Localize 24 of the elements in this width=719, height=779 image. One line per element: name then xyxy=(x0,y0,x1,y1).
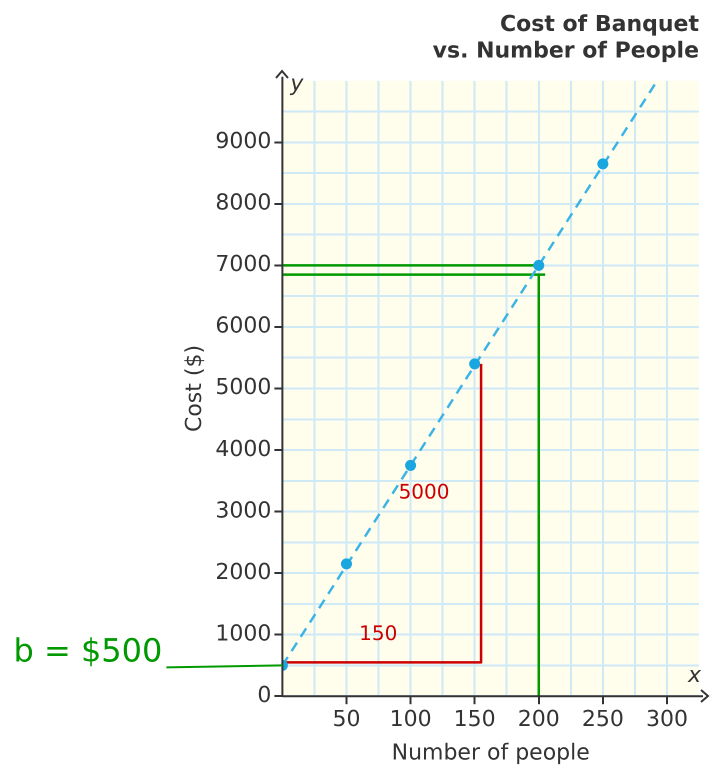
y-tick-label: 4000 xyxy=(215,436,272,462)
x-tick-label: 300 xyxy=(646,707,688,732)
annotation: y xyxy=(289,72,304,97)
x-tick-label: 250 xyxy=(582,707,624,732)
x-tick-label: 100 xyxy=(390,707,432,732)
y-tick-label: 1000 xyxy=(215,621,272,646)
x-tick-label: 150 xyxy=(454,707,496,732)
annotation: 150 xyxy=(359,620,398,645)
x-tick-label: 200 xyxy=(518,707,560,732)
y-tick-label: 8000 xyxy=(215,190,272,216)
y-tick-label: 9000 xyxy=(215,129,272,154)
y-axis-title: Cost ($) xyxy=(182,344,207,432)
y-tick-label: 6000 xyxy=(215,314,272,339)
chart-title: Cost of Banquet vs. Number of People xyxy=(432,12,700,64)
annotation: x xyxy=(686,662,702,688)
x-tick-label: 50 xyxy=(332,707,360,732)
y-tick-label: 0 xyxy=(257,682,272,708)
y-tick-label: 7000 xyxy=(215,252,272,278)
annotation: 5000 xyxy=(398,479,450,504)
text: b = $500 xyxy=(13,632,162,670)
y-tick-label: 3000 xyxy=(215,498,272,524)
x-axis-title: Number of people xyxy=(392,740,590,766)
y-tick-label: 2000 xyxy=(215,560,272,585)
y-tick-label: 5000 xyxy=(215,375,272,400)
